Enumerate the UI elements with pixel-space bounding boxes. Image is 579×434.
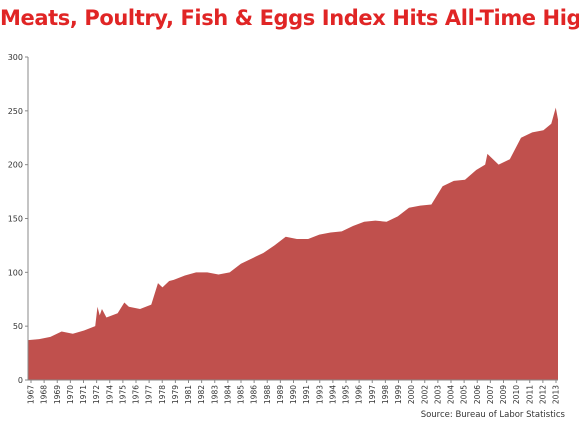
x-tick-label: 1979 [171,385,180,404]
chart-title: Meats, Poultry, Fish & Eggs Index Hits A… [0,6,579,30]
x-tick-label: 2011 [525,385,534,404]
x-tick-label: 1968 [40,385,49,404]
x-tick-label: 1974 [105,385,114,404]
x-tick-label: 1976 [132,385,141,404]
y-tick-label: 100 [8,268,23,277]
x-tick-label: 1975 [118,385,127,404]
x-tick-label: 1997 [368,385,377,404]
x-tick-label: 1977 [145,385,154,404]
x-tick-label: 1988 [263,385,272,404]
x-tick-label: 1986 [250,385,259,404]
x-tick-label: 1978 [158,385,167,404]
x-tick-label: 1994 [328,385,337,404]
x-tick-label: 1972 [92,385,101,404]
series-area-0 [28,107,558,380]
x-tick-label: 2013 [552,385,561,404]
x-tick-label: 1970 [66,385,75,404]
x-tick-label: 2009 [499,385,508,404]
x-tick-label: 1989 [276,385,285,404]
x-tick-label: 2012 [538,385,547,404]
x-tick-label: 1984 [223,385,232,404]
y-tick-label: 50 [13,322,23,331]
y-tick-label: 150 [8,215,23,224]
x-tick-label: 1985 [237,385,246,404]
area-layer [28,107,558,380]
y-tick-labels: 0 50 100 150 200 250 300 [8,53,28,385]
x-tick-label: 2004 [447,385,456,404]
x-tick-label: 1991 [302,385,311,404]
x-tick-label: 1983 [210,385,219,404]
x-tick-label: 1996 [355,385,364,404]
y-tick-label: 250 [8,107,23,116]
x-tick-label: 1982 [197,385,206,404]
y-tick-label: 0 [18,376,23,385]
x-tick-label: 2007 [486,385,495,404]
x-tick-label: 2006 [473,385,482,404]
x-tick-label: 1998 [381,385,390,404]
x-tick-label: 1971 [79,385,88,404]
x-tick-labels: 1967 1968 1969 1970 1971 1972 1974 1975 1976 1977… [27,380,561,404]
x-tick-label: 2000 [407,385,416,404]
x-tick-label: 1967 [27,385,36,404]
x-tick-label: 1999 [394,385,403,404]
x-tick-label: 2003 [433,385,442,404]
x-tick-label: 1995 [342,385,351,404]
y-tick-label: 200 [8,161,23,170]
x-tick-label: 2002 [420,385,429,404]
source-note: Source: Bureau of Labor Statistics [420,410,565,420]
x-tick-label: 2010 [512,385,521,404]
y-tick-label: 300 [8,53,23,62]
x-tick-label: 1993 [315,385,324,404]
x-tick-label: 1981 [184,385,193,404]
x-tick-label: 2005 [460,385,469,404]
x-tick-label: 1990 [289,385,298,404]
x-tick-label: 1969 [53,385,62,404]
